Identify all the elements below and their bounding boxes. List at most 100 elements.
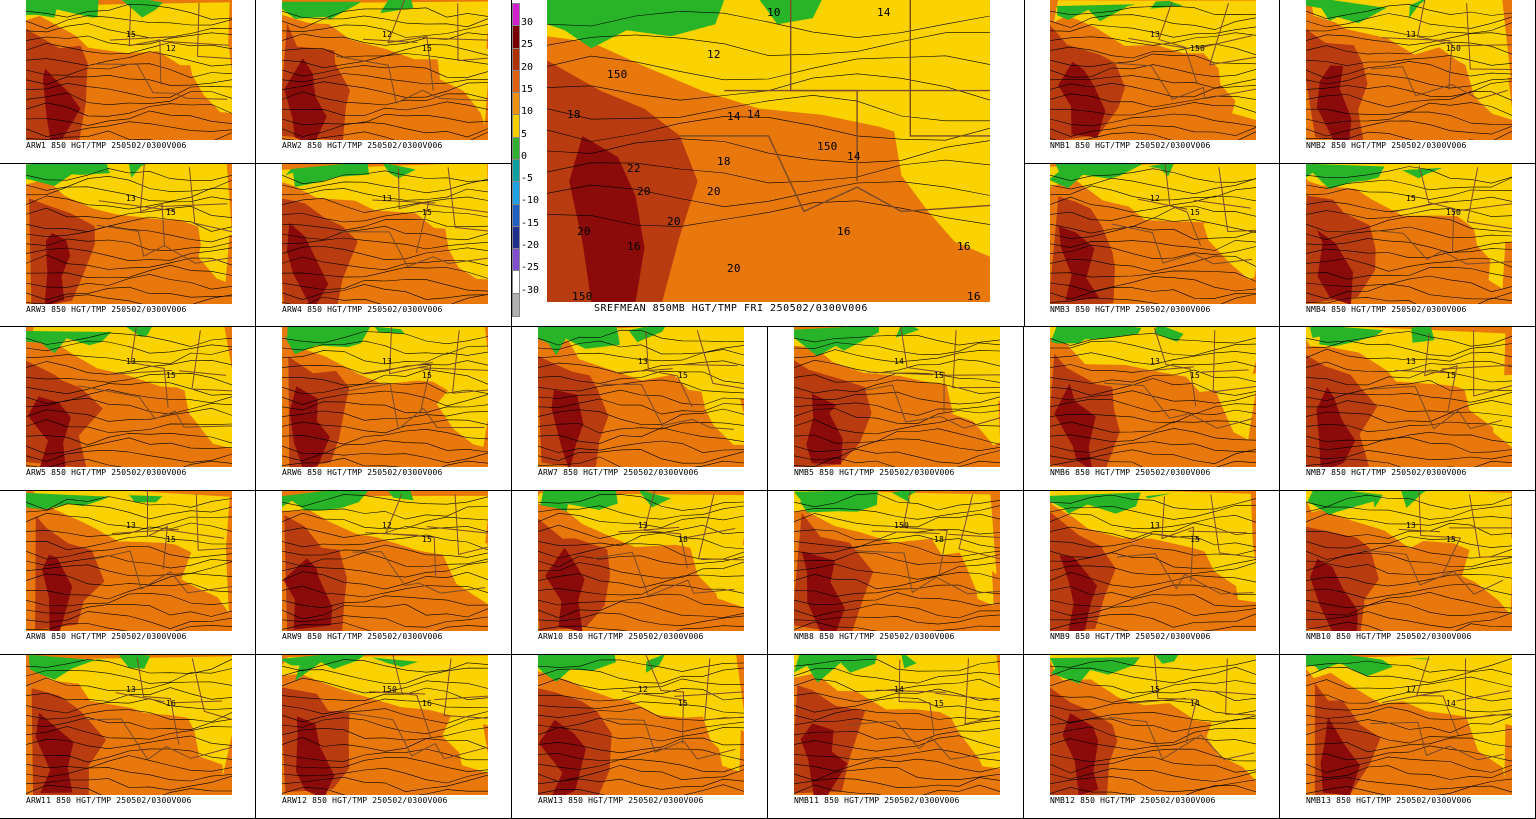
member-map: 13 15 <box>1050 491 1256 631</box>
contour-label: 15 <box>1190 208 1201 217</box>
contour-label: 16 <box>166 699 177 708</box>
member-panel-nmb10: 13 15 NMB10 850 HGT/TMP 250502/0300V006 <box>1280 491 1536 655</box>
contour-label: 150 <box>382 685 398 694</box>
contour-label: 12 <box>638 685 649 694</box>
contour-label: 16 <box>967 290 981 303</box>
member-map: 150 16 <box>282 655 488 795</box>
contour-label: 15 <box>166 371 177 380</box>
contour-label: 150 <box>1446 208 1462 217</box>
contour-label: 13 <box>1406 357 1417 366</box>
member-map: 13 15 <box>1306 327 1512 467</box>
colorbar-swatch <box>512 203 520 228</box>
member-map: 12 15 <box>282 491 488 631</box>
contour-label: 20 <box>667 215 681 228</box>
contour-label: 18 <box>678 535 689 544</box>
contour-label: 18 <box>717 155 731 168</box>
contour-label: 15 <box>422 208 433 217</box>
contour-label: 15 <box>422 44 433 53</box>
contour-label: 13 <box>126 685 137 694</box>
member-caption: ARW5 850 HGT/TMP 250502/0300V006 <box>26 468 187 477</box>
colorbar-label: -25 <box>521 262 540 274</box>
contour-label: 13 <box>1406 30 1417 39</box>
member-map: 15 12 <box>26 0 232 140</box>
contour-label: 14 <box>727 110 741 123</box>
contour-label: 16 <box>627 240 641 253</box>
colorbar-swatch <box>512 25 520 50</box>
colorbar-swatch <box>512 248 520 273</box>
contour-label: 14 <box>894 685 905 694</box>
contour-label: 15 <box>126 30 137 39</box>
member-map: 13 15 <box>282 164 488 304</box>
member-panel-arw3: 13 15 ARW3 850 HGT/TMP 250502/0300V006 <box>0 164 256 327</box>
member-caption: ARW2 850 HGT/TMP 250502/0300V006 <box>282 141 443 150</box>
member-panel-nmb1: 13 150 NMB1 850 HGT/TMP 250502/0300V006 <box>1024 0 1280 164</box>
contour-label: 13 <box>638 521 649 530</box>
member-map: 13 15 <box>26 164 232 304</box>
contour-label: 15 <box>934 371 945 380</box>
contour-label: 15 <box>1150 685 1161 694</box>
contour-label: 150 <box>607 68 628 81</box>
contour-label: 13 <box>1150 521 1161 530</box>
contour-label: 15 <box>166 208 177 217</box>
colorbar-label: 25 <box>521 39 534 51</box>
member-panel-nmb12: 15 14 NMB12 850 HGT/TMP 250502/0300V006 <box>1024 655 1280 819</box>
colorbar-swatch <box>512 158 520 184</box>
member-panel-arw7: 13 15 ARW7 850 HGT/TMP 250502/0300V006 <box>512 327 768 491</box>
member-caption: NMB11 850 HGT/TMP 250502/0300V006 <box>794 796 960 805</box>
member-caption: ARW1 850 HGT/TMP 250502/0300V006 <box>26 141 187 150</box>
member-caption: ARW6 850 HGT/TMP 250502/0300V006 <box>282 468 443 477</box>
colorbar-label: 10 <box>521 106 534 118</box>
contour-label: 13 <box>1150 30 1161 39</box>
contour-label: 150 <box>817 140 838 153</box>
contour-label: 13 <box>1406 521 1417 530</box>
colorbar-label: -10 <box>521 195 540 207</box>
contour-label: 12 <box>166 44 177 53</box>
contour-label: 10 <box>767 6 781 19</box>
contour-label: 18 <box>934 535 945 544</box>
contour-label: 12 <box>382 30 393 39</box>
contour-label: 14 <box>894 357 905 366</box>
contour-label: 13 <box>1150 357 1161 366</box>
member-caption: ARW13 850 HGT/TMP 250502/0300V006 <box>538 796 704 805</box>
colorbar-swatch <box>512 225 520 251</box>
member-caption: NMB10 850 HGT/TMP 250502/0300V006 <box>1306 632 1472 641</box>
member-caption: NMB6 850 HGT/TMP 250502/0300V006 <box>1050 468 1211 477</box>
member-panel-nmb5: 14 15 NMB5 850 HGT/TMP 250502/0300V006 <box>768 327 1024 491</box>
member-caption: NMB5 850 HGT/TMP 250502/0300V006 <box>794 468 955 477</box>
contour-label: 15 <box>678 699 689 708</box>
contour-label: 12 <box>707 48 721 61</box>
member-panel-arw8: 13 15 ARW8 850 HGT/TMP 250502/0300V006 <box>0 491 256 655</box>
contour-label: 16 <box>957 240 971 253</box>
colorbar-swatch <box>512 69 520 95</box>
contour-label: 14 <box>747 108 761 121</box>
member-caption: NMB8 850 HGT/TMP 250502/0300V006 <box>794 632 955 641</box>
member-caption: NMB12 850 HGT/TMP 250502/0300V006 <box>1050 796 1216 805</box>
contour-label: 150 <box>1190 44 1206 53</box>
colorbar-label: -5 <box>521 173 534 185</box>
contour-label: 15 <box>1406 194 1417 203</box>
contour-label: 15 <box>422 371 433 380</box>
contour-label: 15 <box>1190 535 1201 544</box>
member-map: 13 15 <box>1306 491 1512 631</box>
member-map: 14 15 <box>794 655 1000 795</box>
contour-label: 18 <box>567 108 581 121</box>
member-map: 12 15 <box>282 0 488 140</box>
contour-label: 150 <box>894 521 910 530</box>
member-caption: ARW11 850 HGT/TMP 250502/0300V006 <box>26 796 192 805</box>
contour-label: 16 <box>837 225 851 238</box>
contour-label: 17 <box>1406 685 1417 694</box>
contour-label: 150 <box>1446 44 1462 53</box>
member-caption: NMB1 850 HGT/TMP 250502/0300V006 <box>1050 141 1211 150</box>
member-map: 13 15 <box>538 327 744 467</box>
contour-label: 16 <box>422 699 433 708</box>
contour-label: 20 <box>727 262 741 275</box>
member-caption: NMB4 850 HGT/TMP 250502/0300V006 <box>1306 305 1467 314</box>
contour-label: 15 <box>166 535 177 544</box>
colorbar-swatch <box>512 292 520 317</box>
contour-label: 14 <box>1190 699 1201 708</box>
member-caption: NMB7 850 HGT/TMP 250502/0300V006 <box>1306 468 1467 477</box>
member-map: 12 15 <box>538 655 744 795</box>
member-panel-nmb8: 150 18 NMB8 850 HGT/TMP 250502/0300V006 <box>768 491 1024 655</box>
contour-label: 20 <box>577 225 591 238</box>
